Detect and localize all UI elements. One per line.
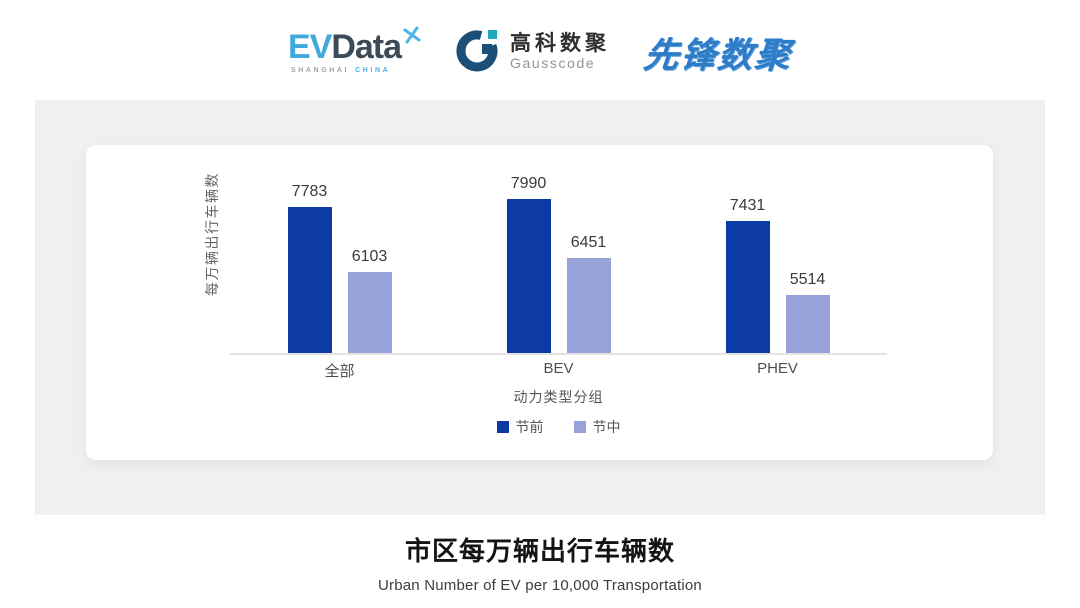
chart-subtitle: Urban Number of EV per 10,000 Transporta…	[378, 577, 702, 594]
bar-column: 6103	[347, 248, 392, 353]
chart-title: 市区每万辆出行车辆数	[404, 536, 675, 566]
category-label: 全部	[324, 363, 355, 380]
bar-group: 7783 6103	[230, 173, 449, 353]
bar-column: 7990	[506, 175, 551, 353]
legend-swatch	[496, 421, 509, 433]
legend: 节前 节中	[230, 417, 887, 437]
bar-value-label: 6451	[570, 234, 607, 251]
bar-column: 5514	[785, 271, 830, 353]
bar-value-label: 5514	[789, 271, 826, 288]
bar	[566, 258, 611, 353]
category-row: 全部 BEV PHEV	[230, 360, 887, 381]
bar-column: 6451	[566, 234, 611, 353]
category-label: BEV	[543, 360, 574, 377]
bar-column: 7783	[287, 183, 332, 353]
y-axis-label: 每万辆出行车辆数	[204, 172, 220, 296]
bar	[506, 199, 551, 353]
legend-label: 节前	[515, 419, 544, 435]
legend-swatch	[573, 421, 586, 433]
gausscode-cn-label: 高科数聚	[510, 32, 611, 56]
gausscode-logo: 高科数聚 Gausscode	[455, 27, 610, 78]
header-logos: EV Data SHANGHAI CHINA	[0, 16, 1080, 88]
evdata-logo-subtext: SHANGHAI CHINA	[290, 67, 391, 74]
bar-value-label: 7783	[291, 183, 328, 200]
bar-group: 7990 6451	[449, 173, 668, 353]
bar	[287, 207, 332, 353]
bar-column: 7431	[725, 197, 770, 353]
gausscode-en-label: Gausscode	[510, 55, 596, 72]
legend-item: 节前	[496, 417, 544, 437]
legend-label: 节中	[592, 419, 621, 435]
chart-card: 每万辆出行车辆数 7783 6103 7990 6451 7431 5514 全部 BEV P…	[86, 145, 993, 460]
bar-value-label: 7431	[729, 197, 766, 214]
bar-value-label: 7990	[510, 175, 547, 192]
x-axis-label: 动力类型分组	[513, 389, 604, 405]
x-axis-line	[230, 353, 887, 355]
evdata-star-icon	[403, 26, 421, 48]
evdata-logo-ev: EV	[287, 28, 332, 66]
bar-group: 7431 5514	[668, 173, 887, 353]
legend-item: 节中	[573, 417, 621, 437]
bar	[347, 272, 392, 353]
category-label: PHEV	[757, 360, 798, 377]
bar	[785, 295, 830, 353]
bar	[725, 221, 770, 353]
chart-footer: 市区每万辆出行车辆数 Urban Number of EV per 10,000…	[0, 531, 1080, 594]
bar-value-label: 6103	[351, 248, 388, 265]
xianfeng-logo: 先锋数聚	[641, 35, 794, 75]
plot-area: 7783 6103 7990 6451 7431 5514	[230, 173, 887, 353]
evdata-logo-data: Data	[331, 28, 402, 66]
evdata-logo: EV Data SHANGHAI CHINA	[287, 26, 421, 74]
gausscode-icon	[455, 27, 501, 78]
